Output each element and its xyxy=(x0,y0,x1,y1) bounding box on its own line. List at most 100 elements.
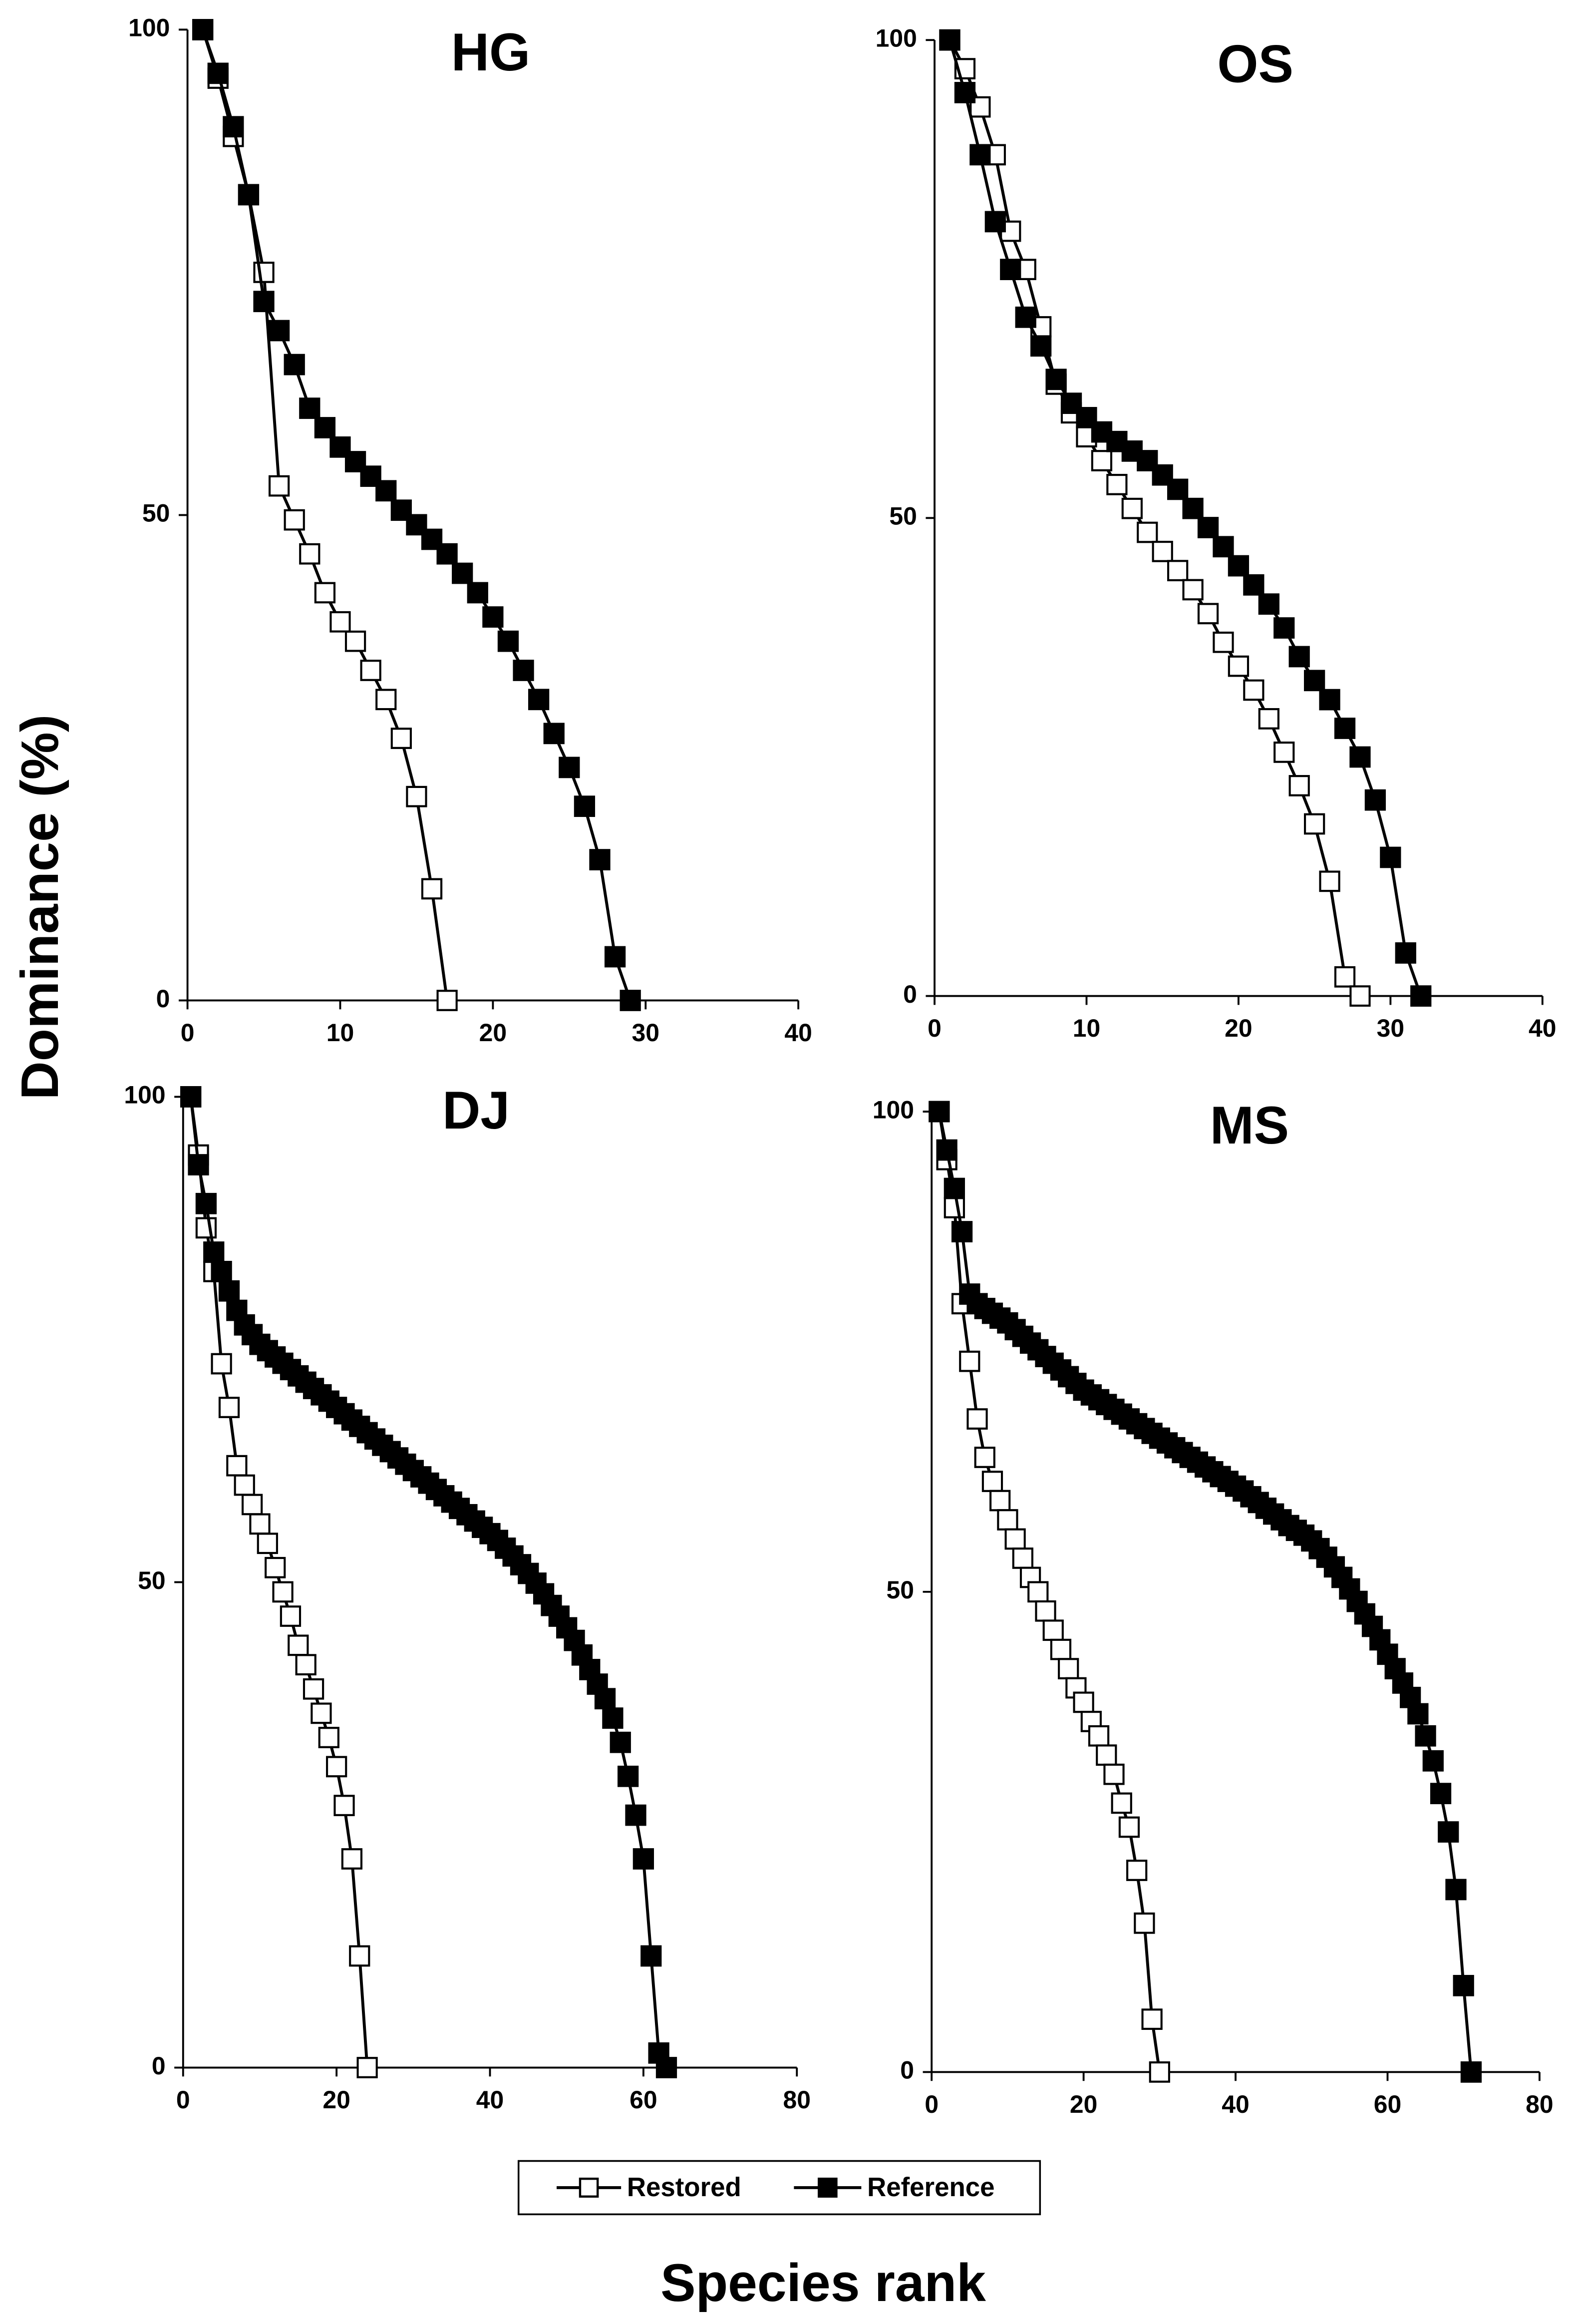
x-tick-label: 0 xyxy=(176,2086,190,2114)
data-point xyxy=(375,480,397,502)
data-point xyxy=(1273,617,1295,639)
data-point xyxy=(1407,1703,1429,1725)
data-point xyxy=(1118,1816,1140,1838)
panel-title: DJ xyxy=(442,1081,510,1141)
data-point xyxy=(1243,679,1265,701)
data-point xyxy=(618,1765,639,1787)
data-point xyxy=(1111,1792,1132,1814)
data-point xyxy=(482,606,504,628)
data-point xyxy=(218,1397,240,1418)
data-point xyxy=(1304,670,1325,692)
x-tick-label: 40 xyxy=(476,2086,504,2114)
y-axis-label: Dominance (%) xyxy=(10,715,69,1100)
data-point xyxy=(589,849,611,870)
data-point xyxy=(633,1848,654,1870)
data-point xyxy=(467,582,488,604)
data-point xyxy=(1152,540,1173,562)
series-line xyxy=(938,1111,1473,2072)
data-point xyxy=(1410,985,1432,1007)
data-point xyxy=(349,1945,370,1967)
data-point xyxy=(1126,1860,1148,1881)
data-point xyxy=(195,1192,217,1214)
data-point xyxy=(333,1795,355,1816)
data-point xyxy=(1364,789,1386,811)
legend-label: Reference xyxy=(867,2173,994,2202)
y-tick-label: 0 xyxy=(900,2056,914,2084)
y-tick-label: 0 xyxy=(156,985,170,1013)
data-point xyxy=(406,514,427,536)
data-point xyxy=(375,689,397,711)
panel-title: HG xyxy=(451,22,530,82)
x-tick-label: 0 xyxy=(928,1014,942,1042)
data-point xyxy=(1422,1750,1444,1772)
data-point xyxy=(241,1494,263,1516)
x-tick-label: 10 xyxy=(1073,1014,1100,1042)
series-line xyxy=(189,1097,668,2068)
data-point xyxy=(966,1408,988,1430)
data-point xyxy=(421,878,443,900)
data-point xyxy=(604,946,626,968)
x-tick-label: 20 xyxy=(1225,1014,1252,1042)
data-point xyxy=(1319,870,1340,892)
data-point xyxy=(625,1804,646,1826)
data-point xyxy=(989,1490,1011,1512)
data-point xyxy=(1319,689,1340,711)
data-point xyxy=(1106,473,1128,495)
x-axis-label: Species rank xyxy=(660,2253,986,2313)
data-point xyxy=(226,1455,248,1477)
data-point xyxy=(341,1848,363,1870)
data-point xyxy=(303,1678,324,1700)
data-point xyxy=(360,465,381,487)
data-point xyxy=(299,397,320,419)
data-point xyxy=(1415,1725,1436,1747)
data-point xyxy=(311,1702,332,1724)
data-point xyxy=(513,660,534,681)
data-point xyxy=(936,1139,957,1161)
data-point xyxy=(326,1756,347,1778)
data-point xyxy=(223,116,244,138)
data-point xyxy=(1258,708,1279,730)
data-point xyxy=(944,1197,965,1218)
y-tick-label: 50 xyxy=(887,1576,914,1604)
x-tick-label: 0 xyxy=(181,1019,195,1047)
data-point xyxy=(390,728,412,749)
data-point xyxy=(1004,1528,1026,1550)
data-point xyxy=(329,611,351,633)
data-point xyxy=(360,660,381,681)
data-point xyxy=(969,96,991,118)
x-tick-label: 40 xyxy=(784,1019,812,1047)
y-tick-label: 100 xyxy=(128,13,170,41)
data-point xyxy=(211,1353,232,1375)
data-point xyxy=(1088,1725,1110,1747)
data-point xyxy=(1073,1691,1094,1713)
x-tick-label: 40 xyxy=(1529,1014,1556,1042)
data-point xyxy=(944,1177,965,1199)
data-point xyxy=(1445,1879,1467,1901)
data-point xyxy=(284,509,305,531)
data-point xyxy=(1243,574,1265,596)
x-tick-label: 0 xyxy=(925,2090,939,2118)
data-point xyxy=(295,1654,316,1676)
data-point xyxy=(1304,813,1325,835)
data-point xyxy=(1182,497,1204,519)
data-point xyxy=(203,1241,225,1263)
data-point xyxy=(314,582,336,604)
data-point xyxy=(1027,1581,1049,1603)
data-point xyxy=(620,990,641,1011)
y-tick-label: 50 xyxy=(889,502,917,530)
panel-title: MS xyxy=(1210,1095,1289,1155)
data-point xyxy=(951,1221,973,1242)
x-tick-label: 60 xyxy=(630,2086,657,2114)
y-tick-label: 100 xyxy=(876,24,917,52)
data-point xyxy=(356,2057,378,2078)
data-point xyxy=(1213,631,1234,653)
data-point xyxy=(1438,1821,1459,1843)
x-tick-label: 60 xyxy=(1374,2090,1401,2118)
data-point xyxy=(528,689,550,711)
x-tick-label: 20 xyxy=(479,1019,507,1047)
data-point xyxy=(997,1509,1018,1531)
data-point xyxy=(1460,2061,1482,2083)
data-point xyxy=(1288,646,1310,668)
data-point xyxy=(318,1727,339,1748)
data-point xyxy=(954,82,976,103)
